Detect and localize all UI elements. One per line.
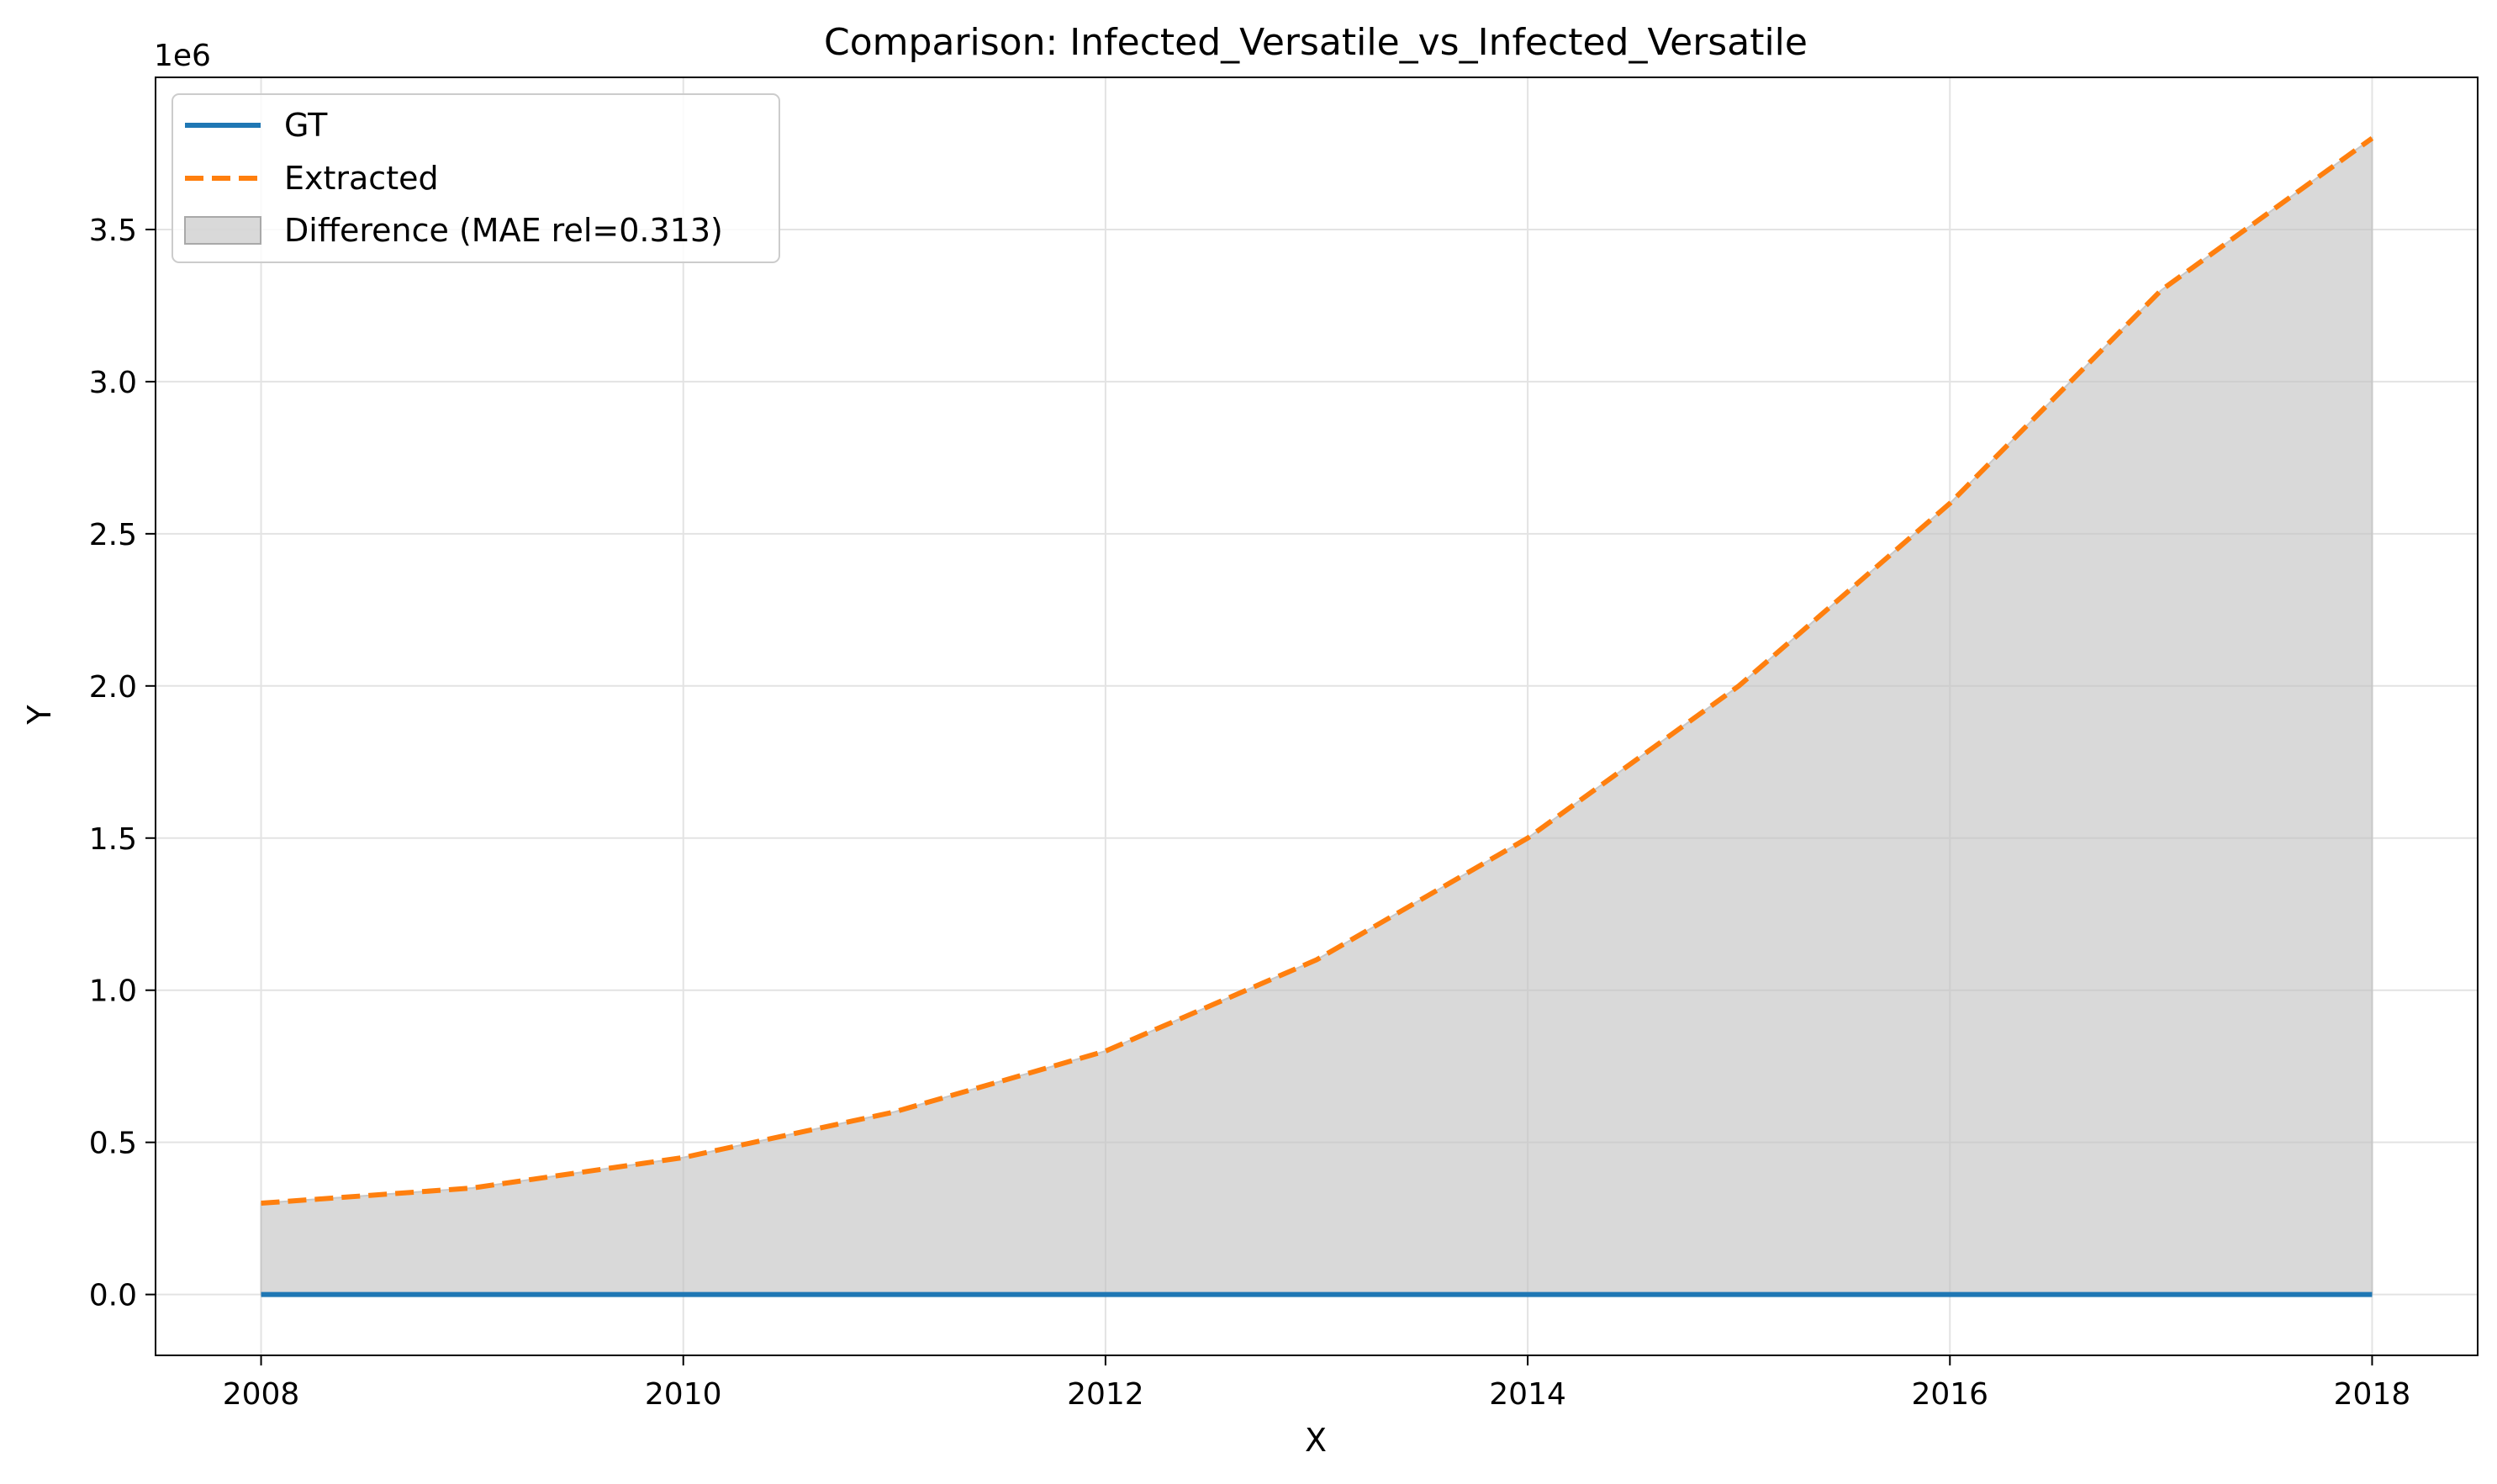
y-tick-label: 3.5: [89, 214, 137, 248]
x-axis-ticks: 2008 2010 2012 2014 2016 2018: [223, 1355, 2411, 1412]
legend-label-extracted: Extracted: [284, 160, 439, 197]
y-axis-ticks: 0.0 0.5 1.0 1.5 2.0 2.5 3.0 3.5: [89, 214, 156, 1313]
y-tick-label: 1.0: [89, 974, 137, 1009]
series-lines: [261, 135, 2374, 1297]
legend-box: [172, 93, 780, 263]
chart-title: Comparison: Infected_Versatile_vs_Infect…: [824, 21, 1808, 64]
y-axis-label: Y: [21, 705, 58, 726]
x-tick-label: 2014: [1489, 1377, 1566, 1412]
x-tick-label: 2018: [2334, 1377, 2411, 1412]
series-line-extracted: [261, 135, 2374, 1207]
y-tick-label: 2.0: [89, 670, 137, 705]
plot-frame: [155, 77, 2479, 1356]
x-axis-label: X: [1305, 1422, 1327, 1459]
legend: GT Extracted Difference (MAE rel=0.313): [172, 93, 780, 263]
legend-label-difference: Difference (MAE rel=0.313): [284, 212, 723, 249]
y-axis-offset-label: 1e6: [154, 39, 211, 73]
x-tick-label: 2012: [1067, 1377, 1144, 1412]
x-tick-label: 2010: [645, 1377, 722, 1412]
x-tick-label: 2016: [1911, 1377, 1988, 1412]
y-tick-label: 0.5: [89, 1127, 137, 1161]
y-tick-label: 2.5: [89, 518, 137, 552]
legend-swatch-difference: [184, 216, 261, 245]
y-tick-label: 0.0: [89, 1279, 137, 1313]
legend-label-gt: GT: [284, 107, 328, 144]
x-tick-label: 2008: [223, 1377, 300, 1412]
y-tick-label: 3.0: [89, 366, 137, 400]
y-tick-label: 1.5: [89, 822, 137, 857]
